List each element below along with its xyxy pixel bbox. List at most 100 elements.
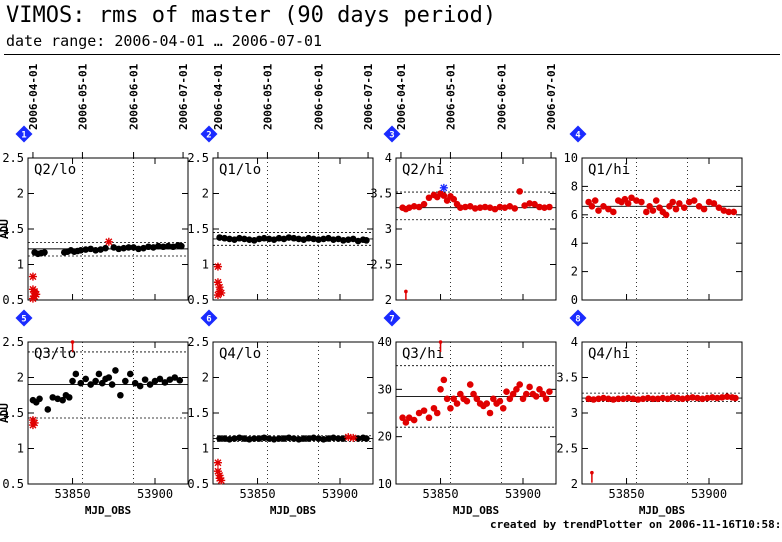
data-point	[171, 374, 179, 381]
panel-badge	[569, 125, 587, 143]
data-point	[654, 395, 662, 403]
data-outlier-point	[438, 340, 443, 344]
y-tick-label: 4	[571, 236, 578, 250]
data-point	[476, 204, 484, 211]
panel-badge-number: 8	[575, 315, 580, 325]
data-star	[213, 278, 222, 287]
data-point	[402, 419, 410, 426]
data-point	[135, 245, 142, 253]
y-tick-label: 0.5	[2, 293, 24, 307]
data-point	[546, 203, 553, 211]
data-point	[496, 397, 504, 405]
x-axis-label: MJD_OBS	[453, 504, 499, 517]
data-point	[300, 236, 308, 243]
y-tick-label: 2.5	[187, 151, 209, 165]
y-tick-label: 2.5	[187, 335, 209, 349]
data-point	[130, 244, 137, 251]
data-point	[723, 393, 731, 400]
data-point	[92, 247, 99, 254]
x-tick-label: 53850	[422, 487, 458, 501]
data-point	[178, 242, 185, 250]
data-point	[231, 435, 238, 442]
data-point	[440, 192, 448, 199]
y-tick-label: 0.5	[187, 293, 209, 307]
data-point	[713, 394, 721, 402]
data-point	[275, 435, 283, 442]
data-point	[600, 394, 607, 402]
data-point	[122, 377, 129, 385]
data-point	[649, 395, 657, 403]
data-point	[699, 395, 706, 403]
data-point	[680, 204, 688, 211]
data-point	[710, 200, 718, 207]
data-point	[628, 194, 635, 202]
y-tick-label: 1	[202, 258, 209, 272]
data-point	[115, 245, 123, 253]
data-point	[270, 435, 278, 443]
x-tick-label: 53850	[239, 487, 275, 501]
data-point	[595, 207, 602, 214]
y-tick-label: 0	[571, 293, 578, 307]
data-point	[87, 245, 94, 253]
y-tick-label: 1	[17, 442, 24, 456]
data-star	[217, 288, 226, 297]
data-point	[270, 236, 278, 243]
date-range-subtitle: date range: 2006-04-01 … 2006-07-01	[6, 32, 323, 50]
data-point	[415, 409, 423, 417]
data-point	[265, 435, 273, 442]
data-point	[624, 394, 632, 402]
data-point	[236, 234, 243, 242]
panel-badge-number: 4	[575, 131, 581, 141]
data-point	[600, 202, 607, 210]
y-tick-label: 0.5	[2, 477, 24, 491]
data-point	[141, 376, 149, 383]
data-star	[30, 418, 39, 427]
y-tick-label: 3.5	[556, 371, 578, 385]
date-tick-label: 2006-06-01	[128, 63, 141, 130]
data-point	[310, 235, 317, 243]
data-point	[305, 435, 312, 442]
data-point	[108, 381, 116, 388]
data-point	[590, 396, 597, 403]
panel-label: Q1/lo	[219, 162, 261, 178]
y-tick-label: 3.5	[370, 187, 392, 201]
data-point	[619, 395, 627, 403]
data-point	[634, 396, 642, 403]
data-point	[399, 414, 406, 422]
data-point	[521, 202, 528, 209]
panel-badge	[383, 309, 401, 327]
y-tick-label: 1.5	[187, 222, 209, 236]
data-point	[709, 394, 716, 401]
data-star	[104, 237, 113, 246]
data-point	[405, 414, 413, 422]
date-tick-label: 2006-05-01	[444, 63, 457, 130]
x-axis-label: MJD_OBS	[270, 504, 316, 517]
data-point	[102, 244, 109, 252]
data-point	[363, 237, 370, 244]
data-point	[236, 434, 243, 442]
data-point	[169, 243, 177, 251]
data-point	[450, 395, 458, 403]
data-point	[325, 234, 332, 242]
data-point	[320, 435, 327, 443]
data-point	[65, 394, 73, 401]
data-point	[644, 394, 652, 402]
panel-badge-number: 6	[206, 315, 211, 325]
data-point	[457, 390, 464, 398]
data-point	[241, 235, 248, 243]
y-axis-label: ADU	[0, 219, 11, 239]
data-point	[633, 197, 640, 204]
data-point	[315, 435, 322, 442]
date-tick-label: 2006-05-01	[261, 63, 274, 130]
data-point	[652, 197, 660, 204]
data-point	[330, 236, 337, 243]
data-point	[335, 435, 342, 442]
data-point	[245, 236, 253, 243]
y-tick-label: 30	[378, 382, 392, 396]
plot-frame	[395, 341, 557, 485]
panel-6: 6 0.5 1 1.5 2 2.5 53850 53900 Q4/lo MJD_OBS	[187, 309, 374, 517]
data-point	[526, 383, 533, 391]
panel-label: Q3/hi	[402, 346, 444, 362]
